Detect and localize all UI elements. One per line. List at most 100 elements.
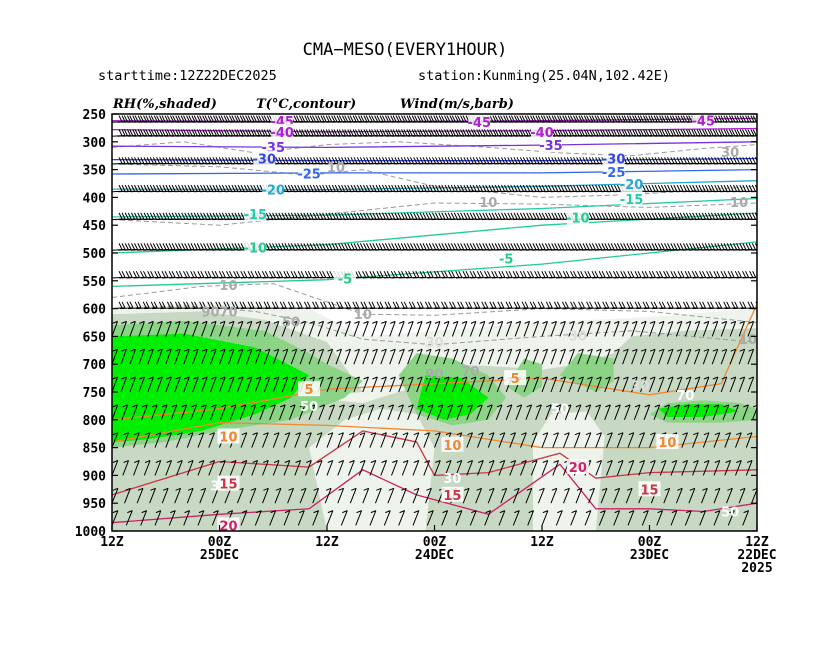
wind-barb — [500, 487, 508, 504]
wind-barb — [466, 404, 473, 420]
wind-barb — [199, 487, 207, 504]
wind-barb — [444, 460, 452, 476]
wind-barb — [681, 460, 689, 476]
rh-label: 10 — [354, 308, 372, 323]
wind-barb — [297, 510, 305, 526]
wind-barb — [210, 404, 217, 420]
wind-barb — [120, 348, 127, 365]
wind-barb — [283, 432, 291, 448]
wind-barb — [693, 376, 701, 393]
wind-barb — [738, 376, 746, 393]
temp-contour-5 — [112, 303, 757, 421]
wind-barb — [586, 376, 593, 393]
wind-barb — [149, 487, 156, 504]
wind-barb — [362, 348, 369, 365]
wind-barb — [476, 404, 483, 420]
wind-barb — [742, 510, 750, 526]
wind-barb — [604, 320, 611, 337]
wind-barb — [156, 320, 163, 337]
wind-barb — [756, 308, 757, 309]
wind-barb — [552, 460, 560, 476]
wind-barb — [298, 404, 306, 420]
wind-barb — [180, 404, 188, 420]
wind-barb — [509, 460, 517, 476]
wind-barb — [426, 404, 434, 420]
wind-barb — [756, 362, 757, 365]
wind-barb — [520, 432, 527, 448]
temp-label: 20 — [219, 519, 237, 534]
wind-barb — [245, 320, 253, 337]
temp-label: 5 — [305, 383, 314, 398]
wind-barb — [272, 348, 280, 365]
station-info: station:Kunming(25.04N,102.42E) — [418, 68, 670, 84]
wind-barb — [183, 510, 191, 526]
x-tick-label: 00Z — [208, 535, 232, 550]
wind-barb — [138, 348, 145, 365]
wind-barb — [176, 460, 183, 476]
wind-barb — [436, 404, 444, 420]
wind-barb — [666, 376, 674, 393]
wind-barb — [407, 320, 414, 337]
wind-barb — [338, 404, 345, 420]
wind-barb — [299, 348, 307, 365]
wind-barb — [228, 348, 235, 365]
wind-barb — [451, 348, 459, 365]
wind-barb — [377, 404, 385, 420]
wind-barb — [606, 460, 613, 476]
wind-barb — [641, 510, 649, 526]
wind-barb — [337, 432, 344, 448]
wind-barb — [326, 510, 334, 526]
wind-barb — [290, 320, 298, 337]
wind-barb — [675, 376, 683, 393]
wind-barb — [165, 432, 172, 448]
wind-barb — [658, 376, 665, 393]
wind-barb — [121, 404, 129, 420]
wind-barb — [541, 320, 548, 337]
wind-barb — [595, 376, 602, 393]
wind-barb — [312, 487, 320, 504]
wind-barb — [487, 460, 495, 476]
wind-barb — [469, 376, 477, 393]
wind-barb — [498, 460, 506, 476]
wind-barb — [487, 487, 495, 504]
wind-barb — [407, 376, 414, 393]
wind-barb — [738, 320, 746, 337]
wind-barb — [249, 404, 257, 420]
wind-barb — [219, 320, 226, 337]
wind-barb — [156, 376, 163, 393]
wind-barb — [469, 348, 477, 365]
wind-barb — [305, 432, 312, 448]
wind-barb — [263, 320, 271, 337]
wind-barb — [315, 432, 323, 448]
rh-label: 70 — [461, 365, 479, 380]
wind-barb — [563, 432, 570, 448]
wind-barb — [367, 404, 375, 420]
wind-barb — [520, 460, 527, 476]
temp-label-bg — [638, 481, 661, 497]
wind-barb — [147, 320, 154, 337]
wind-barb — [251, 460, 259, 476]
wind-barb — [496, 376, 504, 393]
wind-barb — [631, 376, 638, 393]
wind-barb — [120, 320, 127, 337]
wind-barb — [640, 320, 647, 337]
temp-label: 10 — [658, 436, 676, 451]
temp-contour--15 — [112, 197, 757, 218]
wind-barb — [574, 404, 582, 420]
y-tick-label: 950 — [83, 497, 107, 512]
wind-barb — [308, 348, 316, 365]
wind-barb — [263, 348, 271, 365]
wind-barb — [122, 460, 130, 476]
wind-barb — [559, 348, 566, 365]
wind-barb — [112, 129, 126, 137]
wind-barb — [477, 432, 484, 448]
wind-barb — [211, 510, 219, 526]
temp-label-bg — [566, 459, 589, 475]
wind-barb — [623, 404, 631, 420]
wind-barb — [228, 376, 235, 393]
temperature-labels: -45 -45 -45-40 -40-35 -35-30 -30-25 -25-20 -20-… — [217, 112, 715, 534]
wind-barb — [425, 320, 432, 337]
wind-barb — [412, 510, 420, 526]
legend-rh: RH(%,shaded) — [112, 97, 217, 112]
